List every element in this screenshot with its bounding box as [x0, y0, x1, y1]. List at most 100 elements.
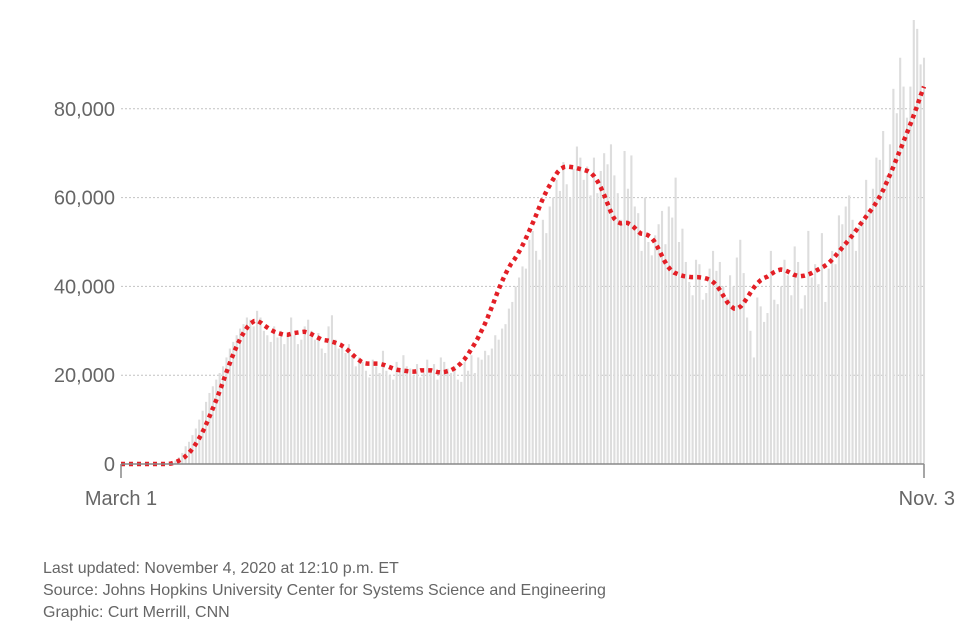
daily-bar	[548, 206, 551, 465]
x-axis: March 1 Nov. 3	[85, 463, 955, 510]
daily-bar	[415, 364, 419, 464]
daily-bar	[470, 355, 473, 464]
daily-bar	[395, 361, 398, 464]
daily-bar	[858, 226, 861, 464]
daily-bar	[460, 381, 463, 464]
y-axis-ticks: 0 20,000 40,000 60,000 80,000	[54, 99, 115, 476]
daily-bar	[582, 179, 585, 464]
daily-bar	[562, 162, 565, 464]
daily-bar	[752, 357, 755, 464]
daily-bar	[313, 339, 316, 464]
daily-bar	[807, 230, 810, 464]
daily-bar	[371, 359, 374, 464]
daily-bar	[310, 330, 313, 464]
daily-bar	[837, 215, 840, 464]
daily-bar	[501, 328, 504, 464]
last-updated-text: Last updated: November 4, 2020 at 12:10 …	[43, 560, 399, 577]
daily-bar	[650, 255, 653, 464]
x-tick-label: Nov. 3	[899, 488, 955, 510]
daily-bar	[817, 284, 820, 464]
daily-bar	[746, 317, 749, 464]
daily-bar	[453, 366, 456, 464]
covid-daily-cases-chart: 0 20,000 40,000 60,000 80,000 March 1 Nov. 3	[54, 20, 955, 510]
daily-bar	[531, 230, 534, 464]
daily-bar	[729, 275, 732, 464]
daily-bar	[252, 326, 255, 464]
daily-bar	[780, 286, 783, 464]
moving-average-line	[121, 85, 927, 467]
daily-bar	[504, 324, 507, 464]
daily-bar	[269, 341, 272, 464]
daily-bar	[429, 368, 432, 464]
daily-bar	[674, 177, 677, 464]
daily-bar	[361, 361, 364, 464]
daily-bar	[732, 286, 735, 464]
daily-bar	[613, 175, 616, 464]
daily-bar	[637, 213, 640, 464]
daily-bar	[518, 277, 521, 464]
daily-bar	[888, 144, 892, 464]
daily-bar	[708, 268, 711, 464]
daily-bar	[756, 297, 759, 464]
daily-bar	[521, 266, 524, 464]
daily-bar	[341, 346, 344, 464]
daily-bar	[511, 301, 514, 464]
daily-bar	[698, 264, 701, 464]
daily-bar	[398, 370, 402, 464]
daily-bar	[354, 366, 357, 464]
daily-bar	[552, 197, 555, 464]
daily-bar	[208, 392, 211, 464]
daily-bar	[899, 57, 902, 465]
daily-bar	[290, 317, 293, 464]
daily-bar	[276, 337, 279, 464]
daily-bar	[412, 375, 415, 464]
daily-bar	[205, 401, 208, 464]
daily-bar	[769, 250, 772, 464]
daily-bar	[351, 355, 354, 464]
daily-bar	[473, 372, 476, 464]
daily-bar	[279, 330, 282, 464]
daily-bar	[565, 184, 568, 464]
daily-bar	[657, 224, 660, 464]
daily-bar	[426, 359, 429, 464]
daily-bar	[235, 335, 238, 464]
daily-bar	[861, 219, 864, 464]
daily-bar	[439, 357, 442, 464]
daily-bar	[579, 157, 582, 464]
daily-bar	[449, 372, 453, 464]
daily-bar	[187, 441, 191, 464]
daily-bar	[677, 242, 681, 464]
daily-bar	[392, 379, 395, 464]
daily-bar	[490, 348, 493, 464]
daily-bar	[599, 170, 602, 464]
moving-average-series	[121, 85, 927, 467]
daily-bar	[834, 264, 837, 464]
daily-bar	[436, 379, 439, 464]
daily-bar	[797, 261, 800, 464]
daily-bar	[824, 301, 827, 464]
daily-bar	[905, 117, 909, 465]
daily-bar	[320, 348, 323, 464]
daily-bar	[854, 250, 858, 464]
daily-bar	[865, 179, 868, 464]
daily-bar	[640, 250, 643, 464]
daily-bar	[211, 386, 214, 464]
daily-bar	[885, 175, 888, 464]
daily-bar	[776, 304, 779, 464]
daily-bar	[684, 261, 687, 464]
daily-bar	[882, 131, 885, 464]
daily-bar	[844, 206, 847, 465]
daily-bar	[922, 57, 926, 465]
daily-bar	[912, 20, 915, 464]
daily-bar	[327, 326, 330, 464]
daily-bar	[592, 157, 596, 464]
y-tick-label: 60,000	[54, 188, 115, 210]
daily-bar	[300, 339, 303, 464]
daily-bar	[463, 361, 466, 464]
daily-bar	[919, 64, 922, 465]
daily-bar	[541, 219, 544, 464]
daily-bar	[701, 299, 704, 464]
daily-bar	[766, 313, 769, 464]
daily-bar	[388, 375, 391, 464]
daily-bar	[538, 259, 541, 464]
